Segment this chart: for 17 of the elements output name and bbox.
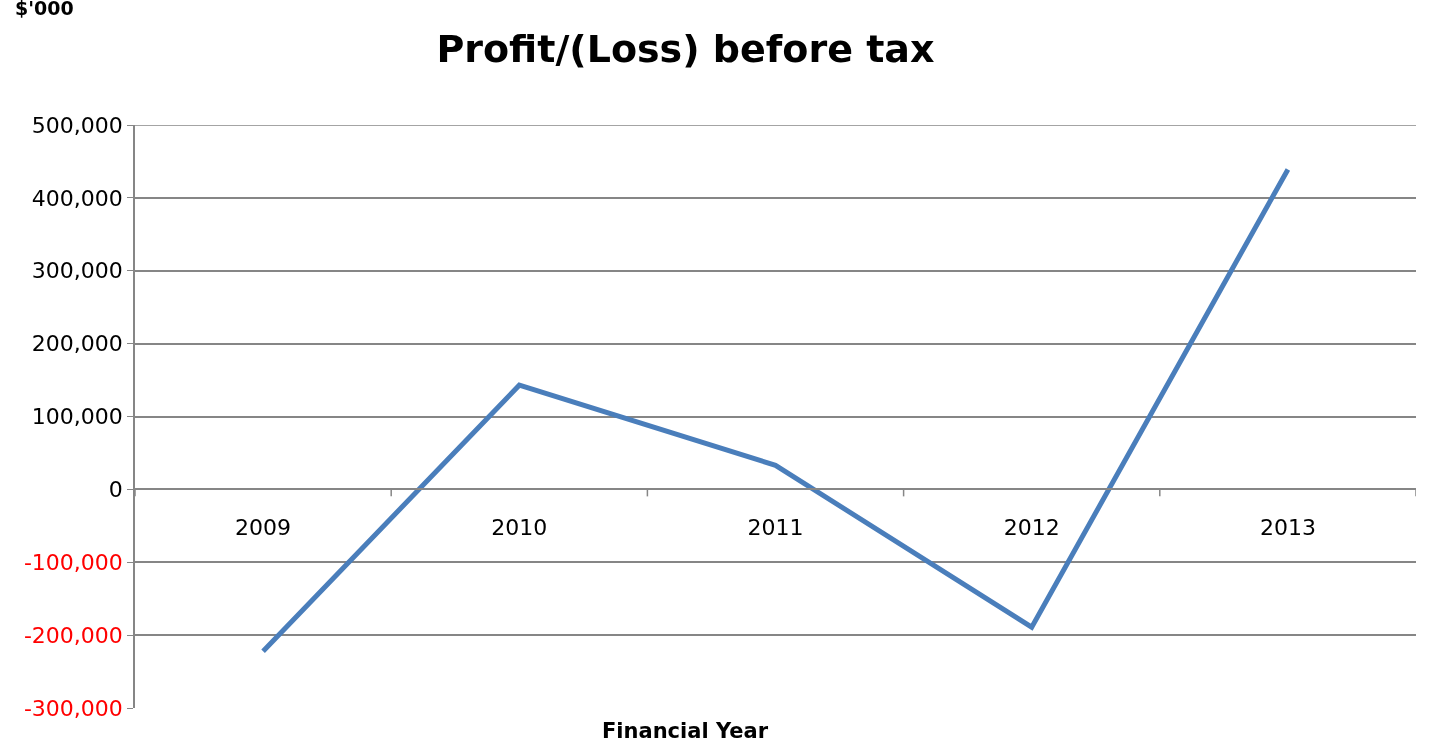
x-axis-title: Financial Year [602, 719, 769, 743]
y-tick-label: 200,000 [31, 331, 123, 357]
y-tick-label: -300,000 [23, 695, 123, 721]
x-tick-label: 2011 [747, 514, 804, 540]
y-tick-label: -100,000 [23, 549, 123, 575]
x-tick-label: 2009 [235, 514, 292, 540]
y-axis-title: $'000 [15, 0, 74, 19]
x-tick-label: 2013 [1259, 514, 1316, 540]
y-tick-label: 0 [108, 477, 123, 503]
y-tick-label: 400,000 [31, 185, 123, 211]
y-tick-label: -200,000 [23, 622, 123, 648]
y-tick-label: 300,000 [31, 258, 123, 284]
y-tick-label: 100,000 [31, 404, 123, 430]
x-tick-label: 2010 [491, 514, 548, 540]
y-tick-label: 500,000 [31, 112, 123, 138]
chart-title: Profit/(Loss) before tax [436, 27, 935, 72]
x-tick-label: 2012 [1003, 514, 1060, 540]
